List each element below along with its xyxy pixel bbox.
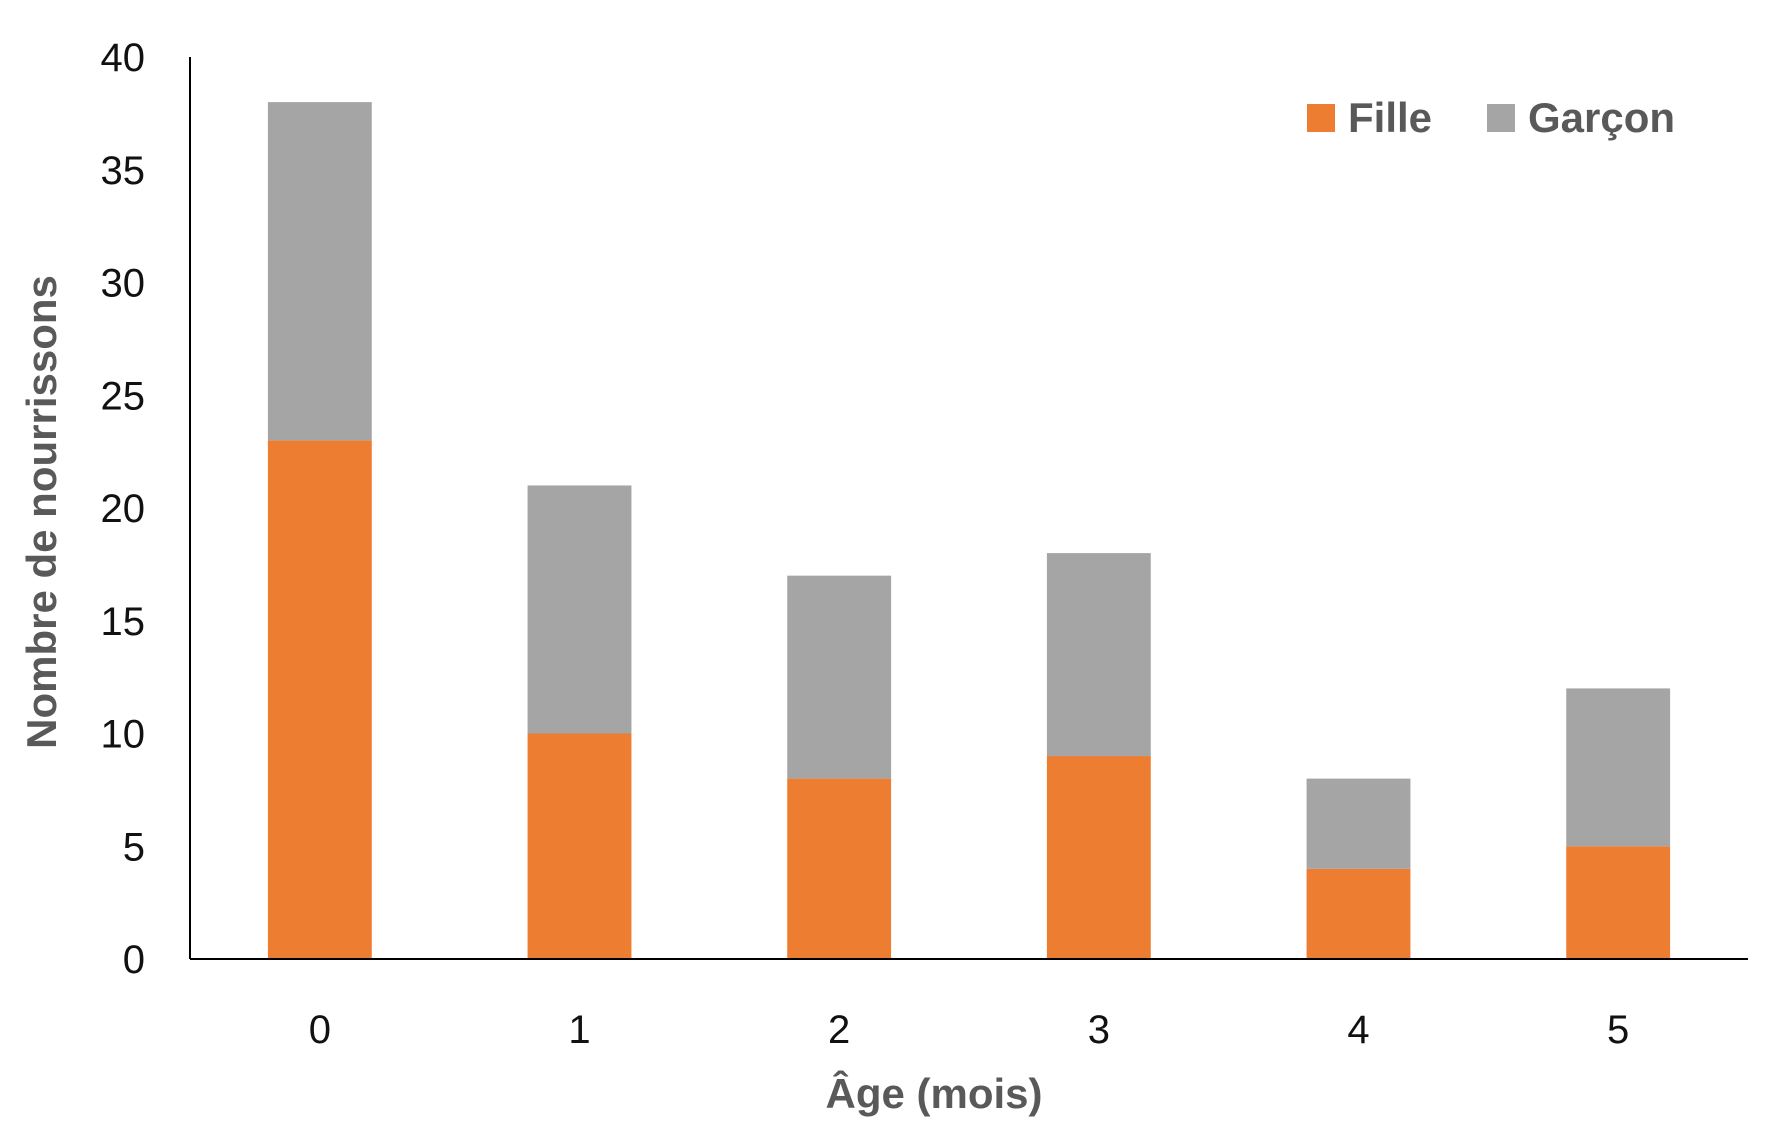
bar-garcon-4 bbox=[1306, 778, 1411, 869]
y-tick-label-0: 0 bbox=[123, 938, 145, 982]
bar-garcon-0 bbox=[267, 102, 372, 441]
x-tick-label-1: 1 bbox=[568, 1008, 590, 1052]
x-tick-labels: 0 1 2 3 4 5 bbox=[309, 1008, 1630, 1052]
legend-swatch-fille bbox=[1307, 104, 1335, 132]
bar-fille-0 bbox=[267, 440, 372, 960]
bars-layer bbox=[267, 102, 1671, 960]
y-tick-label-35: 35 bbox=[101, 149, 146, 193]
y-tick-label-25: 25 bbox=[101, 374, 146, 418]
y-tick-label-20: 20 bbox=[101, 487, 146, 531]
x-tick-label-2: 2 bbox=[828, 1008, 850, 1052]
y-tick-label-30: 30 bbox=[101, 262, 146, 306]
bar-fille-3 bbox=[1046, 756, 1151, 959]
bar-garcon-1 bbox=[527, 485, 632, 734]
bar-garcon-3 bbox=[1046, 553, 1151, 757]
bar-fille-2 bbox=[787, 778, 892, 959]
y-tick-label-10: 10 bbox=[101, 713, 146, 757]
y-tick-label-40: 40 bbox=[101, 36, 146, 80]
bar-fille-5 bbox=[1566, 846, 1671, 959]
x-tick-label-5: 5 bbox=[1607, 1008, 1629, 1052]
x-axis-title: Âge (mois) bbox=[825, 1069, 1042, 1117]
legend-swatch-garcon bbox=[1487, 104, 1515, 132]
bar-fille-1 bbox=[527, 733, 632, 959]
bar-garcon-5 bbox=[1566, 688, 1671, 847]
y-tick-label-5: 5 bbox=[123, 825, 145, 869]
y-tick-labels: 0 5 10 15 20 25 30 35 40 bbox=[101, 36, 146, 982]
y-axis-title: Nombre de nourrissons bbox=[18, 275, 65, 749]
legend-label-fille: Fille bbox=[1348, 94, 1432, 141]
y-tick-label-15: 15 bbox=[101, 600, 146, 644]
bar-fille-4 bbox=[1306, 868, 1411, 959]
x-tick-label-4: 4 bbox=[1347, 1008, 1369, 1052]
x-tick-label-0: 0 bbox=[309, 1008, 331, 1052]
bar-garcon-2 bbox=[787, 575, 892, 779]
legend: Fille Garçon bbox=[1307, 94, 1675, 141]
legend-label-garcon: Garçon bbox=[1528, 94, 1675, 141]
x-tick-label-3: 3 bbox=[1088, 1008, 1110, 1052]
